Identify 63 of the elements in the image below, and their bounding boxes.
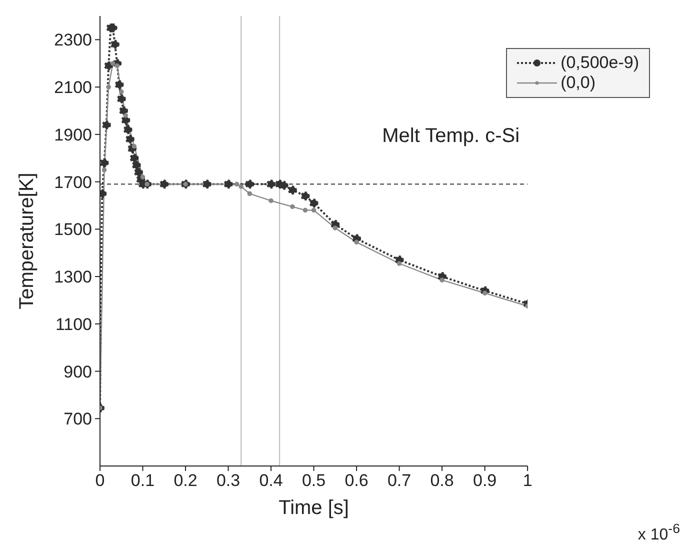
point xyxy=(132,160,141,170)
point xyxy=(309,198,318,208)
x-tick-label: 1 xyxy=(522,471,532,490)
point xyxy=(160,180,169,189)
text: x 10$^{-6}$ xyxy=(638,520,680,543)
point xyxy=(123,113,128,118)
legend-label: (0,500e-9) xyxy=(560,53,639,73)
ref-line-label: Melt Temp. c-Si xyxy=(382,125,520,148)
x-axis-title: Time [s] xyxy=(278,497,349,519)
point xyxy=(119,106,128,116)
point xyxy=(110,60,116,66)
point xyxy=(102,120,111,130)
y-tick-label: 900 xyxy=(64,362,92,382)
x-tick-label: 0.1 xyxy=(130,471,155,490)
point xyxy=(302,208,308,213)
point xyxy=(332,226,338,230)
point xyxy=(102,168,107,172)
point xyxy=(354,240,359,245)
point xyxy=(266,180,276,189)
point xyxy=(114,80,124,90)
y-tick-label: 2100 xyxy=(54,78,92,98)
point xyxy=(202,180,212,189)
point xyxy=(290,204,295,210)
point xyxy=(110,40,120,49)
y-tick-label: 1300 xyxy=(54,268,92,287)
point xyxy=(245,180,254,189)
y-tick-label: 1500 xyxy=(54,220,92,240)
point xyxy=(100,158,109,168)
x-tick-label: 0.9 xyxy=(472,471,497,490)
legend-label: (0,0) xyxy=(560,73,596,93)
point xyxy=(130,154,139,163)
point xyxy=(134,168,143,177)
y-tick-label: 1100 xyxy=(55,314,92,334)
x-tick-label: 0.3 xyxy=(216,471,240,490)
point xyxy=(104,61,114,70)
y-tick-label: 1700 xyxy=(54,172,92,192)
y-tick-label: 1900 xyxy=(54,125,92,144)
x-tick-label: 0.2 xyxy=(174,471,198,490)
point xyxy=(234,182,240,187)
y-axis-title: Temperature[K] xyxy=(16,172,38,310)
point xyxy=(125,134,134,144)
point xyxy=(268,198,274,204)
y-tick-label: 2300 xyxy=(54,30,92,50)
point xyxy=(300,192,310,200)
x-tick-label: 0.6 xyxy=(344,471,368,490)
x-tick-label: 0.5 xyxy=(302,471,326,490)
point xyxy=(440,278,444,282)
point xyxy=(238,184,244,189)
point xyxy=(106,84,111,90)
point xyxy=(121,116,130,125)
point xyxy=(311,208,316,213)
x-tick-label: 0 xyxy=(95,471,105,490)
x-tick-label: 0.7 xyxy=(387,471,412,490)
point xyxy=(116,94,126,104)
point xyxy=(247,191,252,196)
point xyxy=(224,180,233,189)
point xyxy=(118,89,124,94)
point xyxy=(396,261,402,266)
y-tick-label: 700 xyxy=(64,410,92,429)
point xyxy=(288,186,297,195)
x-tick-label: 0.4 xyxy=(259,471,283,490)
point xyxy=(123,125,132,134)
x-tick-label: 0.8 xyxy=(430,471,454,490)
